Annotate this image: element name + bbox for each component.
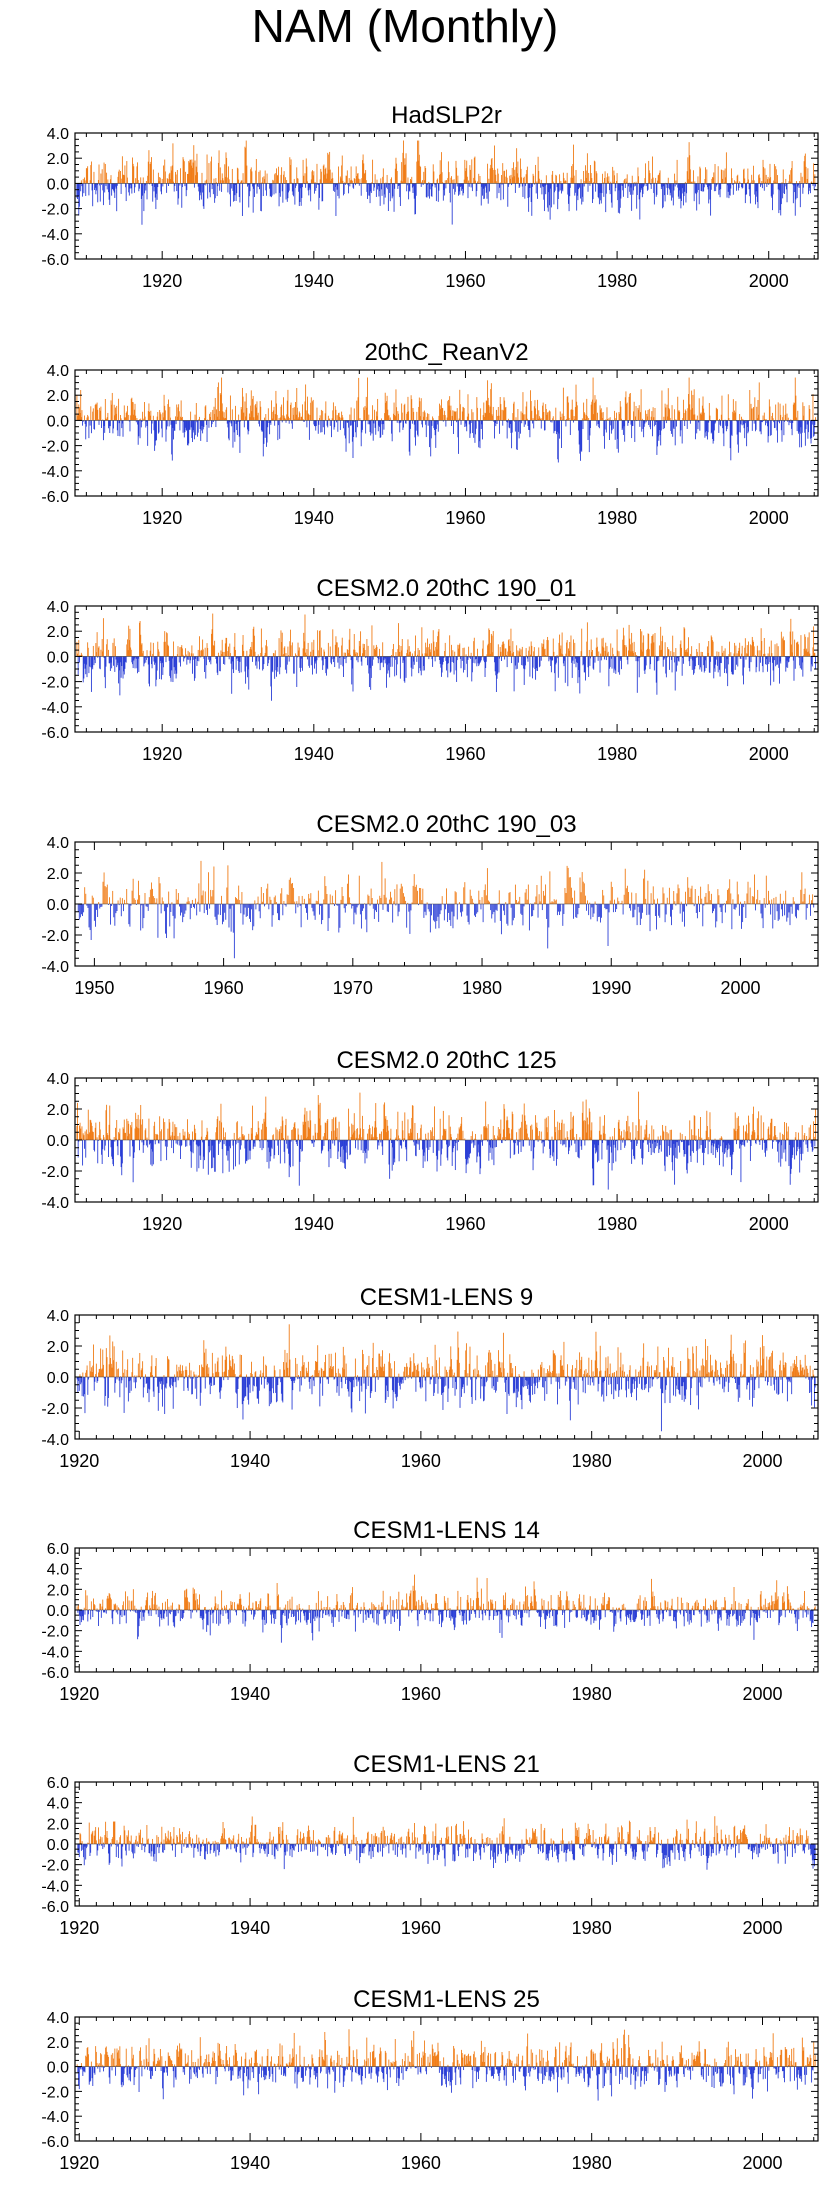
panel-title: CESM2.0 20thC 190_01	[316, 575, 576, 602]
y-tick-label: 4.0	[47, 363, 69, 380]
y-tick-label: 0.0	[47, 176, 69, 193]
x-tick-label: 1940	[294, 508, 334, 528]
x-tick-label: 1940	[294, 744, 334, 764]
y-tick-label: 2.0	[47, 151, 69, 168]
x-tick-label: 1980	[597, 744, 637, 764]
panel-title: HadSLP2r	[391, 102, 502, 129]
x-tick-label: 1920	[142, 744, 182, 764]
panel-title: CESM2.0 20thC 190_03	[316, 811, 576, 838]
y-tick-label: 0.0	[47, 649, 69, 666]
chart-panel: 20thC_ReanV2 4.0 2.0 0.0 -2.0 -4.0 -6.0 1920 194…	[41, 339, 819, 528]
y-tick-label: -4.0	[41, 700, 69, 717]
x-tick-label: 2000	[749, 508, 789, 528]
x-tick-label: 1960	[445, 271, 485, 291]
y-tick-label: -6.0	[41, 725, 69, 742]
x-tick-label: 1940	[294, 271, 334, 291]
x-tick-label: 2000	[720, 978, 760, 998]
x-tick-label: 2000	[749, 271, 789, 291]
x-tick-label: 1970	[333, 978, 373, 998]
y-tick-label: -4.0	[41, 959, 69, 976]
y-tick-label: 0.0	[47, 413, 69, 430]
y-tick-label: -2.0	[41, 675, 69, 692]
y-tick-label: -2.0	[41, 202, 69, 219]
x-tick-label: 1960	[204, 978, 244, 998]
y-tick-label: 0.0	[47, 897, 69, 914]
y-tick-label: 4.0	[47, 835, 69, 852]
x-tick-label: 1920	[142, 508, 182, 528]
y-tick-label: -2.0	[41, 928, 69, 945]
x-tick-label: 1980	[597, 271, 637, 291]
y-tick-label: -6.0	[41, 252, 69, 269]
x-tick-label: 1980	[462, 978, 502, 998]
x-tick-label: 1990	[591, 978, 631, 998]
x-tick-label: 1960	[445, 508, 485, 528]
panel-title: 20thC_ReanV2	[364, 339, 528, 366]
x-tick-label: 1920	[142, 271, 182, 291]
x-tick-label: 1980	[597, 508, 637, 528]
y-tick-label: -6.0	[41, 489, 69, 506]
x-tick-label: 1950	[74, 978, 114, 998]
figure-title: NAM (Monthly)	[252, 0, 559, 52]
chart-panel: CESM2.0 20thC 190_01 4.0 2.0 0.0 -2.0 -4.0 -6.…	[41, 575, 819, 764]
y-tick-label: -2.0	[41, 439, 69, 456]
chart-panel: CESM2.0 20thC 190_03 4.0 2.0 0.0 -2.0 -4.0 195…	[41, 811, 819, 998]
x-tick-label: 2000	[749, 744, 789, 764]
y-tick-label: 2.0	[47, 388, 69, 405]
y-tick-label: 2.0	[47, 624, 69, 641]
y-tick-label: -4.0	[41, 464, 69, 481]
y-tick-label: -4.0	[41, 227, 69, 244]
chart-panel: HadSLP2r 4.0 2.0 0.0 -2.0 -4.0 -6.0 1920 1940 196…	[41, 102, 819, 291]
x-tick-label: 1960	[445, 744, 485, 764]
y-tick-label: 4.0	[47, 126, 69, 143]
y-tick-label: 2.0	[47, 866, 69, 883]
panel-title: CESM2.0 20thC 125	[336, 1047, 556, 1074]
y-tick-label: 4.0	[47, 599, 69, 616]
